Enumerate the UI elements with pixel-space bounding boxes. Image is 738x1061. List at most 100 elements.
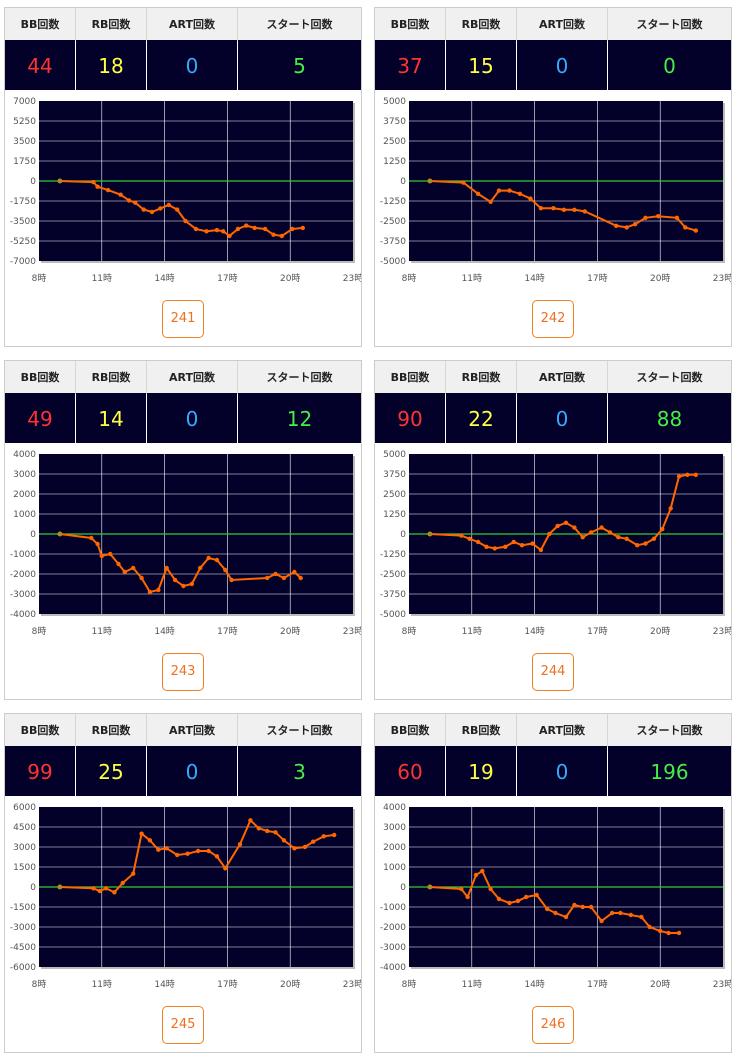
data-point — [57, 884, 63, 890]
data-point — [175, 852, 180, 858]
bb-count: 37 — [375, 40, 446, 90]
y-tick-label: 6000 — [13, 803, 36, 813]
y-tick-label: -6000 — [10, 963, 36, 973]
data-point — [57, 178, 63, 184]
y-tick-label: 3000 — [13, 843, 36, 853]
stats-value-row: 90 22 0 88 — [375, 393, 731, 443]
stats-table: BB回数 RB回数 ART回数 スタート回数 99 25 0 3 — [5, 714, 361, 796]
art-count: 0 — [146, 393, 238, 443]
machine-number-button[interactable]: 243 — [162, 653, 204, 691]
data-point — [221, 229, 226, 234]
data-point — [563, 520, 569, 525]
y-tick-label: -1250 — [380, 197, 406, 207]
stats-value-row: 49 14 0 12 — [5, 393, 361, 443]
data-point — [561, 207, 567, 212]
data-point — [57, 531, 63, 537]
data-point — [97, 888, 102, 894]
data-point — [676, 474, 682, 479]
rb-header: RB回数 — [75, 361, 147, 394]
art-count: 0 — [516, 746, 608, 796]
data-point — [459, 533, 464, 538]
x-tick-label: 17時 — [587, 626, 607, 637]
data-point — [467, 536, 472, 541]
y-tick-label: 1250 — [383, 157, 406, 167]
data-point — [580, 535, 585, 540]
y-tick-label: -4000 — [380, 963, 406, 973]
data-point — [214, 227, 220, 233]
data-point — [273, 830, 278, 835]
data-point — [158, 206, 163, 211]
y-tick-label: 4000 — [383, 803, 406, 813]
start-count: 5 — [237, 40, 361, 90]
data-point — [108, 551, 113, 557]
x-tick-label: 14時 — [154, 979, 174, 990]
y-tick-label: -5000 — [380, 610, 406, 620]
data-point — [99, 553, 105, 559]
machine-number-button[interactable]: 246 — [532, 1006, 574, 1044]
data-point — [609, 910, 615, 916]
bb-count: 90 — [375, 393, 446, 443]
data-point — [555, 523, 560, 529]
y-tick-label: -5250 — [10, 237, 36, 247]
y-tick-label: 3750 — [383, 117, 406, 127]
stats-table: BB回数 RB回数 ART回数 スタート回数 37 15 0 0 — [375, 8, 731, 90]
data-point — [237, 842, 243, 847]
data-point — [156, 587, 161, 593]
data-point — [507, 188, 512, 193]
x-tick-label: 20時 — [650, 979, 670, 990]
data-point — [599, 525, 604, 530]
x-tick-label: 14時 — [154, 626, 174, 637]
data-point — [632, 222, 638, 227]
machine-number-button[interactable]: 244 — [532, 653, 574, 691]
art-header: ART回数 — [516, 361, 608, 394]
art-count: 0 — [516, 40, 608, 90]
data-point — [139, 575, 144, 581]
machine-number-button[interactable]: 245 — [162, 1006, 204, 1044]
y-tick-label: -3750 — [380, 590, 406, 600]
data-point — [503, 544, 508, 549]
start-header: スタート回数 — [607, 714, 731, 747]
data-point — [660, 527, 665, 532]
data-point — [166, 202, 171, 208]
art-header: ART回数 — [516, 714, 608, 747]
data-point — [302, 844, 308, 850]
rb-header: RB回数 — [75, 714, 147, 747]
data-point — [538, 547, 544, 553]
y-tick-label: 5000 — [383, 97, 406, 107]
machine-card-242: BB回数 RB回数 ART回数 スタート回数 37 15 0 0 5000 3750 2500 125… — [374, 7, 732, 347]
machine-number-button[interactable]: 242 — [532, 300, 574, 338]
art-count: 0 — [146, 40, 238, 90]
data-point — [461, 180, 466, 185]
data-point — [496, 896, 502, 902]
x-tick-label: 23時 — [343, 626, 361, 637]
rb-count: 14 — [75, 393, 147, 443]
x-tick-label: 11時 — [92, 979, 112, 990]
data-point — [643, 215, 648, 220]
data-point — [517, 191, 523, 196]
data-point — [599, 918, 604, 924]
data-point — [616, 535, 621, 540]
bb-header: BB回数 — [375, 361, 446, 394]
data-point — [204, 229, 209, 234]
machine-card-244: BB回数 RB回数 ART回数 スタート回数 90 22 0 88 5000 3750 2500 12… — [374, 360, 732, 700]
data-point — [122, 569, 128, 575]
y-tick-label: 5000 — [383, 450, 406, 460]
rb-count: 19 — [445, 746, 517, 796]
y-tick-label: -2000 — [10, 570, 36, 580]
data-point — [332, 832, 337, 838]
stats-header-row: BB回数 RB回数 ART回数 スタート回数 — [375, 361, 731, 394]
x-tick-label: 17時 — [217, 626, 237, 637]
x-tick-label: 20時 — [280, 979, 300, 990]
stats-value-row: 44 18 0 5 — [5, 40, 361, 90]
machine-number-button[interactable]: 241 — [162, 300, 204, 338]
data-point — [488, 886, 493, 892]
data-point — [244, 223, 249, 228]
data-point — [252, 225, 257, 231]
data-point — [588, 904, 594, 910]
machine-card-245: BB回数 RB回数 ART回数 スタート回数 99 25 0 3 6000 4500 3000 150… — [4, 713, 362, 1053]
machine-card-246: BB回数 RB回数 ART回数 スタート回数 60 19 0 196 4000 3000 2000 1… — [374, 713, 732, 1053]
bb-header: BB回数 — [5, 361, 76, 394]
start-count: 196 — [607, 746, 731, 796]
data-point — [580, 904, 585, 910]
machine-card-243: BB回数 RB回数 ART回数 スタート回数 49 14 0 12 4000 3000 2000 10… — [4, 360, 362, 700]
